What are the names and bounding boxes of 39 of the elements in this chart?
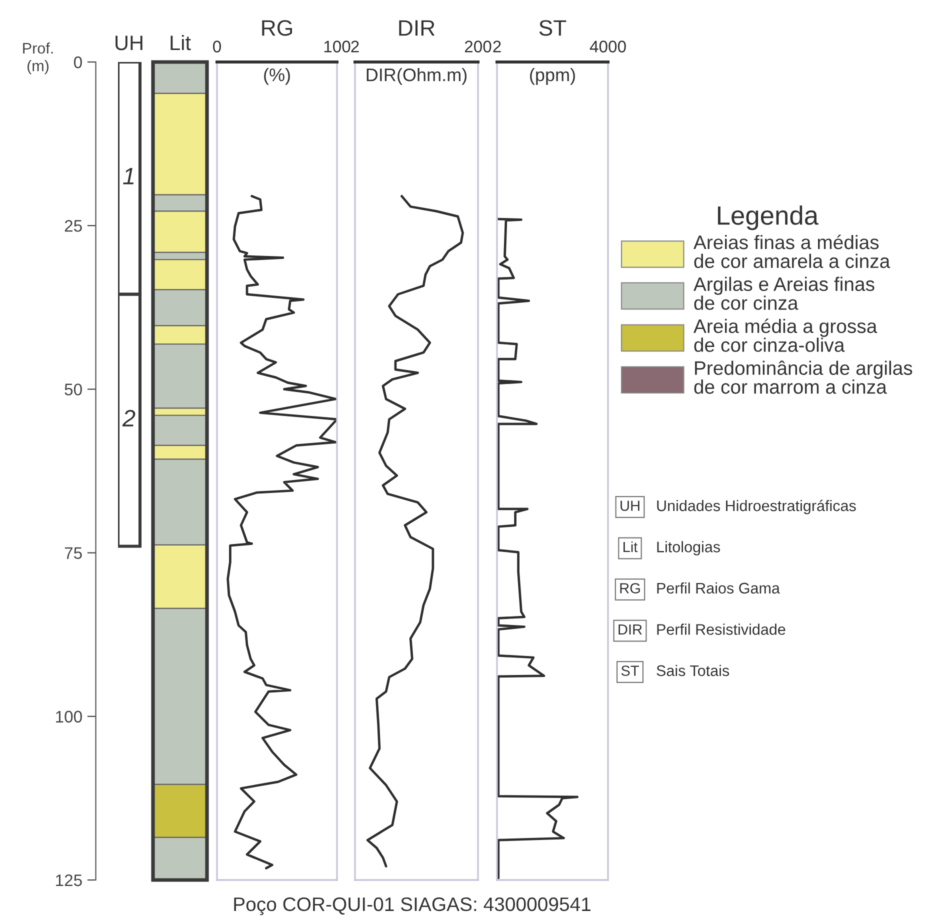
x-tick-label: 2	[351, 40, 359, 52]
chart-title: RG	[262, 20, 292, 36]
text: UH	[620, 500, 640, 511]
legend-label: Argilas e Areias finas de cor cinza	[693, 276, 874, 310]
legend-label: Areia média a grossa de cor cinza-oliva	[693, 318, 878, 352]
chart-title: DIR	[399, 20, 435, 36]
x-tick-label: UH	[116, 36, 142, 50]
y-tick-label: 125	[56, 874, 82, 886]
y-axis-title: Prof. (m)	[23, 42, 53, 74]
text: Sais Totais	[656, 664, 730, 676]
legend-title: Legenda	[718, 206, 819, 230]
x-tick-label: 0	[213, 40, 221, 52]
y-tick-label: 75	[64, 547, 82, 560]
annotation: 2	[122, 410, 136, 426]
x-tick-label: 4000	[590, 40, 626, 52]
y-tick-label: 25	[64, 220, 82, 232]
y-tick-label: 100	[56, 710, 82, 723]
legend-label: Predominância de argilas de cor marrom a cinza	[694, 360, 912, 394]
annotation: 1	[123, 168, 134, 184]
y-tick-label: 0	[74, 56, 82, 68]
x-tick-label: 200	[464, 40, 492, 52]
x-axis-title: (ppm)	[530, 68, 575, 85]
text: Perfil Resistividade	[657, 624, 786, 635]
x-axis-title: DIR(Ohm.m)	[366, 68, 467, 85]
y-tick-label: 50	[64, 384, 82, 396]
x-tick-label: 2	[493, 40, 501, 52]
text: Perfil Raios Gama	[657, 582, 780, 594]
text: ST	[621, 666, 639, 676]
text: DIR	[618, 624, 642, 635]
text: Poço COR-QUI-01 SIAGAS: 4300009541	[234, 897, 590, 916]
x-tick-label: 100	[324, 40, 350, 52]
x-tick-label: Lit	[170, 34, 191, 50]
legend-label: Areias finas a médias de cor amarela a cinza	[693, 234, 890, 268]
text: Litologias	[657, 541, 720, 556]
text: RG	[620, 583, 640, 594]
text: Unidades Hidroestratigráficas	[657, 500, 856, 514]
text: Lit	[623, 541, 638, 552]
chart-title: ST	[539, 20, 566, 36]
x-axis-title: (%)	[264, 68, 290, 85]
